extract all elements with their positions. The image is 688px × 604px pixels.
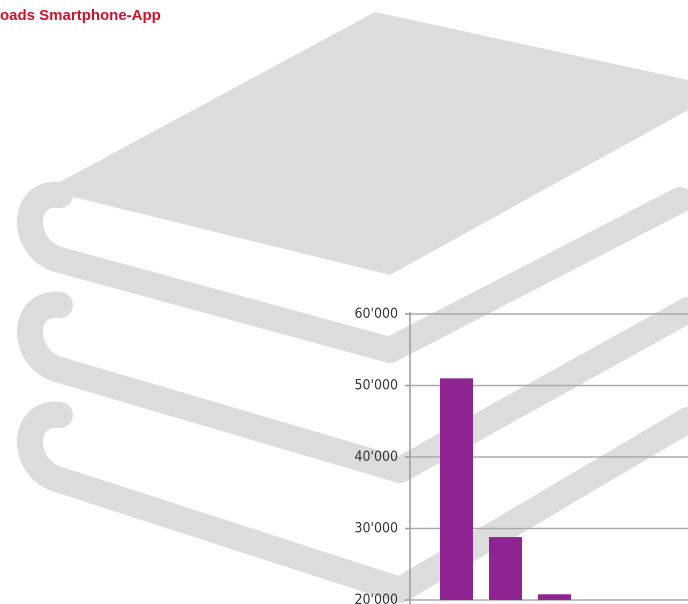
y-tick-label: 60'000 xyxy=(354,306,398,322)
y-tick-label: 20'000 xyxy=(354,592,398,604)
chart-title: oads Smartphone-App xyxy=(0,7,161,24)
y-tick-label: 40'000 xyxy=(354,449,398,465)
bar xyxy=(440,378,473,600)
bar xyxy=(538,594,571,600)
y-tick-label: 50'000 xyxy=(354,378,398,394)
y-tick-label: 30'000 xyxy=(354,521,398,537)
book-illustration xyxy=(30,12,688,590)
bar xyxy=(489,537,522,600)
chart: oads Smartphone-App 20'000 30'000 40'000 50… xyxy=(0,0,688,604)
